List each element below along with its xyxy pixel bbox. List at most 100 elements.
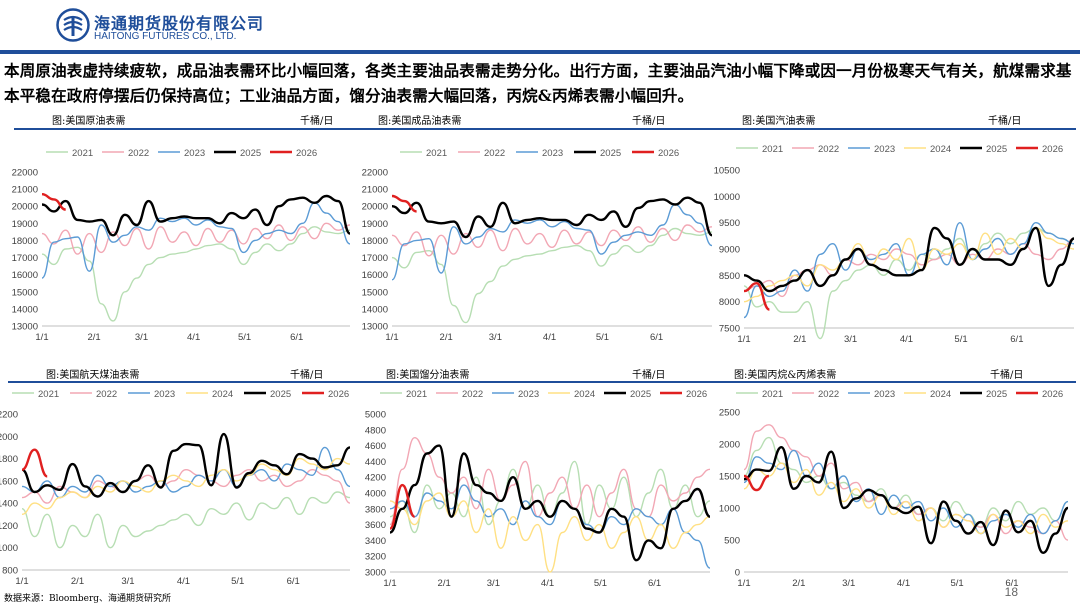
y-tick-label: 8500 [719, 271, 740, 282]
y-tick-label: 1500 [719, 472, 740, 483]
legend-label-2026: 2026 [1042, 389, 1063, 400]
y-tick-label: 4600 [365, 441, 386, 452]
series-line-2025 [41, 194, 351, 237]
brand-name-en: HAITONG FUTURES CO., LTD. [94, 31, 237, 42]
series-line-2024 [743, 462, 1069, 535]
series-line-2023 [41, 202, 351, 279]
y-tick-label: 3400 [365, 536, 386, 547]
y-tick-label: 15000 [362, 287, 388, 298]
legend-label-2023: 2023 [518, 389, 539, 400]
chart-unit: 千桶/日 [988, 116, 1022, 127]
y-tick-label: 16000 [362, 270, 388, 281]
x-tick-label: 2/1 [71, 576, 84, 587]
x-tick-label: 1/1 [737, 334, 750, 345]
series-line-2024 [389, 492, 711, 573]
series-line-2022 [389, 437, 711, 526]
series-line-2021 [21, 491, 351, 549]
legend-label-2025: 2025 [986, 389, 1007, 400]
y-tick-label: 19000 [12, 219, 38, 230]
legend-label-2024: 2024 [212, 389, 233, 400]
legend-label-2025: 2025 [270, 389, 291, 400]
x-tick-label: 5/1 [954, 334, 967, 345]
legend-label-2026: 2026 [686, 389, 707, 400]
y-tick-label: 20000 [362, 202, 388, 213]
brand-name-cn: 海通期货股份有限公司 [94, 14, 265, 33]
series-line-2026 [743, 474, 770, 492]
series-line-2021 [743, 436, 1069, 528]
x-tick-label: 4/1 [177, 576, 190, 587]
legend-label-2026: 2026 [658, 148, 679, 159]
x-tick-label: 6/1 [648, 578, 661, 589]
chart-panel-propane: 图:美国丙烷&丙烯表需 千桶/日 2021 2022 2023 2024 2025 2026 0… [700, 362, 1080, 589]
series-line-2024 [21, 457, 351, 515]
x-tick-label: 1/1 [15, 576, 28, 587]
y-tick-label: 4400 [365, 457, 386, 468]
y-tick-label: 15000 [12, 287, 38, 298]
y-tick-label: 1200 [0, 521, 18, 532]
x-tick-label: 6/1 [1005, 578, 1018, 589]
legend-label-2023: 2023 [154, 389, 175, 400]
y-tick-label: 14000 [362, 304, 388, 315]
series-line-2023 [21, 446, 351, 499]
y-tick-label: 18000 [362, 236, 388, 247]
haitong-logo-icon [56, 8, 90, 42]
y-tick-label: 1000 [0, 543, 18, 554]
y-tick-label: 1000 [719, 504, 740, 515]
y-tick-label: 17000 [12, 253, 38, 264]
y-tick-label: 4000 [365, 489, 386, 500]
series-line-2026 [388, 483, 416, 530]
series-line-2021 [743, 227, 1075, 340]
legend-label-2024: 2024 [930, 144, 951, 155]
legend-label-2021: 2021 [72, 148, 93, 159]
chart-svg: 2021 2022 2023 2024 2025 2026 800 1000 1200 1400 1… [0, 389, 351, 587]
x-tick-label: 2/1 [793, 334, 806, 345]
series-line-2025 [743, 226, 1075, 293]
chart-panel-gasoline: 图:美国汽油表需 千桶/日 2021 2022 2023 2024 2025 2026 7500… [700, 108, 1080, 354]
y-tick-label: 18000 [12, 236, 38, 247]
legend-label-2022: 2022 [96, 389, 117, 400]
x-tick-label: 2/1 [792, 578, 805, 589]
x-tick-label: 3/1 [135, 332, 148, 343]
header: 海通期货股份有限公司 HAITONG FUTURES CO., LTD. [0, 0, 1080, 54]
y-tick-label: 3000 [365, 568, 386, 579]
x-tick-label: 3/1 [844, 334, 857, 345]
chart-title: 图:美国馏分油表需 [386, 370, 470, 381]
legend-label-2024: 2024 [574, 389, 595, 400]
x-tick-label: 4/1 [897, 578, 910, 589]
y-tick-label: 13000 [12, 322, 38, 333]
y-tick-label: 0 [735, 568, 740, 579]
x-tick-label: 1/1 [35, 332, 48, 343]
y-tick-label: 800 [2, 566, 18, 577]
chart-title: 图:美国成品油表需 [378, 116, 462, 127]
chart-svg: 2021 2022 2023 2024 2025 2026 0 500 1000 1500 2000… [719, 389, 1069, 589]
y-tick-label: 4200 [365, 473, 386, 484]
x-tick-label: 5/1 [231, 576, 244, 587]
legend-label-2021: 2021 [406, 389, 427, 400]
x-tick-label: 4/1 [541, 578, 554, 589]
legend-label-2025: 2025 [600, 148, 621, 159]
y-tick-label: 22000 [12, 168, 38, 179]
chart-panel-crude: 图:美国原油表需 千桶/日 2021 2022 2023 2025 2026 13000 140… [0, 108, 360, 354]
chart-title: 图:美国汽油表需 [742, 116, 816, 127]
x-tick-label: 3/1 [842, 578, 855, 589]
x-tick-label: 4/1 [900, 334, 913, 345]
legend-label-2025: 2025 [630, 389, 651, 400]
legend-label-2022: 2022 [484, 148, 505, 159]
y-tick-label: 10000 [714, 192, 740, 203]
legend-label-2025: 2025 [986, 144, 1007, 155]
x-tick-label: 3/1 [487, 578, 500, 589]
legend-label-2024: 2024 [930, 389, 951, 400]
x-tick-label: 6/1 [650, 332, 663, 343]
series-line-2025 [743, 446, 1069, 554]
legend-label-2022: 2022 [128, 148, 149, 159]
legend-label-2021: 2021 [762, 144, 783, 155]
y-tick-label: 4800 [365, 425, 386, 436]
legend-label-2021: 2021 [426, 148, 447, 159]
chart-unit: 千桶/日 [632, 116, 666, 127]
series-line-2022 [41, 222, 351, 255]
series-line-2024 [743, 227, 1075, 303]
chart-svg: 2021 2022 2023 2025 2026 13000 14000 15000 16000… [362, 148, 713, 343]
x-tick-label: 3/1 [121, 576, 134, 587]
row1-divider [14, 128, 1076, 130]
chart-unit: 千桶/日 [990, 370, 1024, 381]
